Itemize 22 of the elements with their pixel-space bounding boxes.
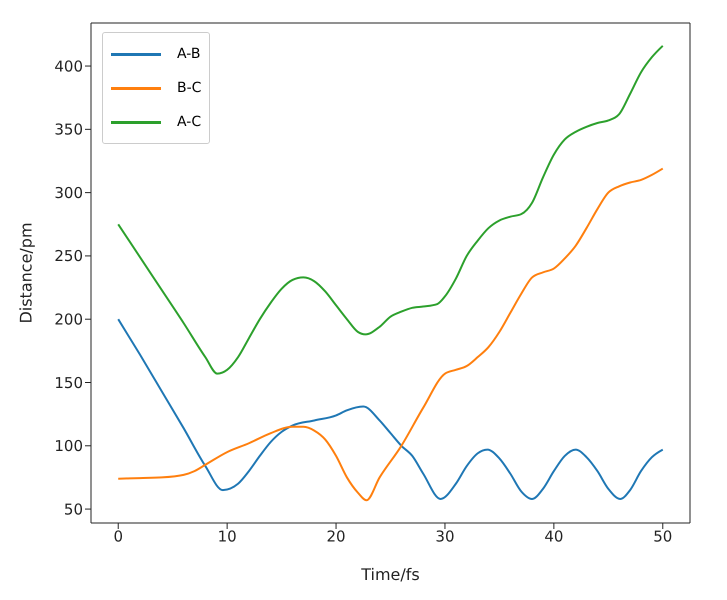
y-tick-label: 250 [54, 247, 83, 266]
x-tick-label: 50 [653, 528, 672, 546]
legend-label: A-C [177, 114, 202, 130]
y-tick-label: 200 [54, 310, 83, 329]
x-tick-label: 0 [113, 528, 123, 546]
legend-label: A-B [177, 46, 200, 62]
y-axis-title: Distance/pm [16, 222, 36, 324]
y-tick-label: 300 [54, 184, 83, 202]
y-tick-label: 100 [54, 437, 83, 456]
y-tick-label: 50 [64, 500, 83, 518]
x-tick-label: 10 [218, 528, 237, 546]
y-tick-label: 400 [54, 57, 83, 76]
x-tick-label: 40 [544, 528, 564, 546]
line-series [117, 44, 664, 375]
x-tick-label: 20 [326, 528, 346, 546]
x-tick-label: 30 [435, 528, 454, 546]
line-series [117, 318, 664, 500]
x-axis-title: Time/fs [360, 565, 420, 584]
line-series [117, 168, 664, 502]
y-tick-label: 350 [54, 120, 83, 139]
y-tick-label: 150 [54, 374, 83, 392]
legend-label: B-C [177, 80, 202, 96]
